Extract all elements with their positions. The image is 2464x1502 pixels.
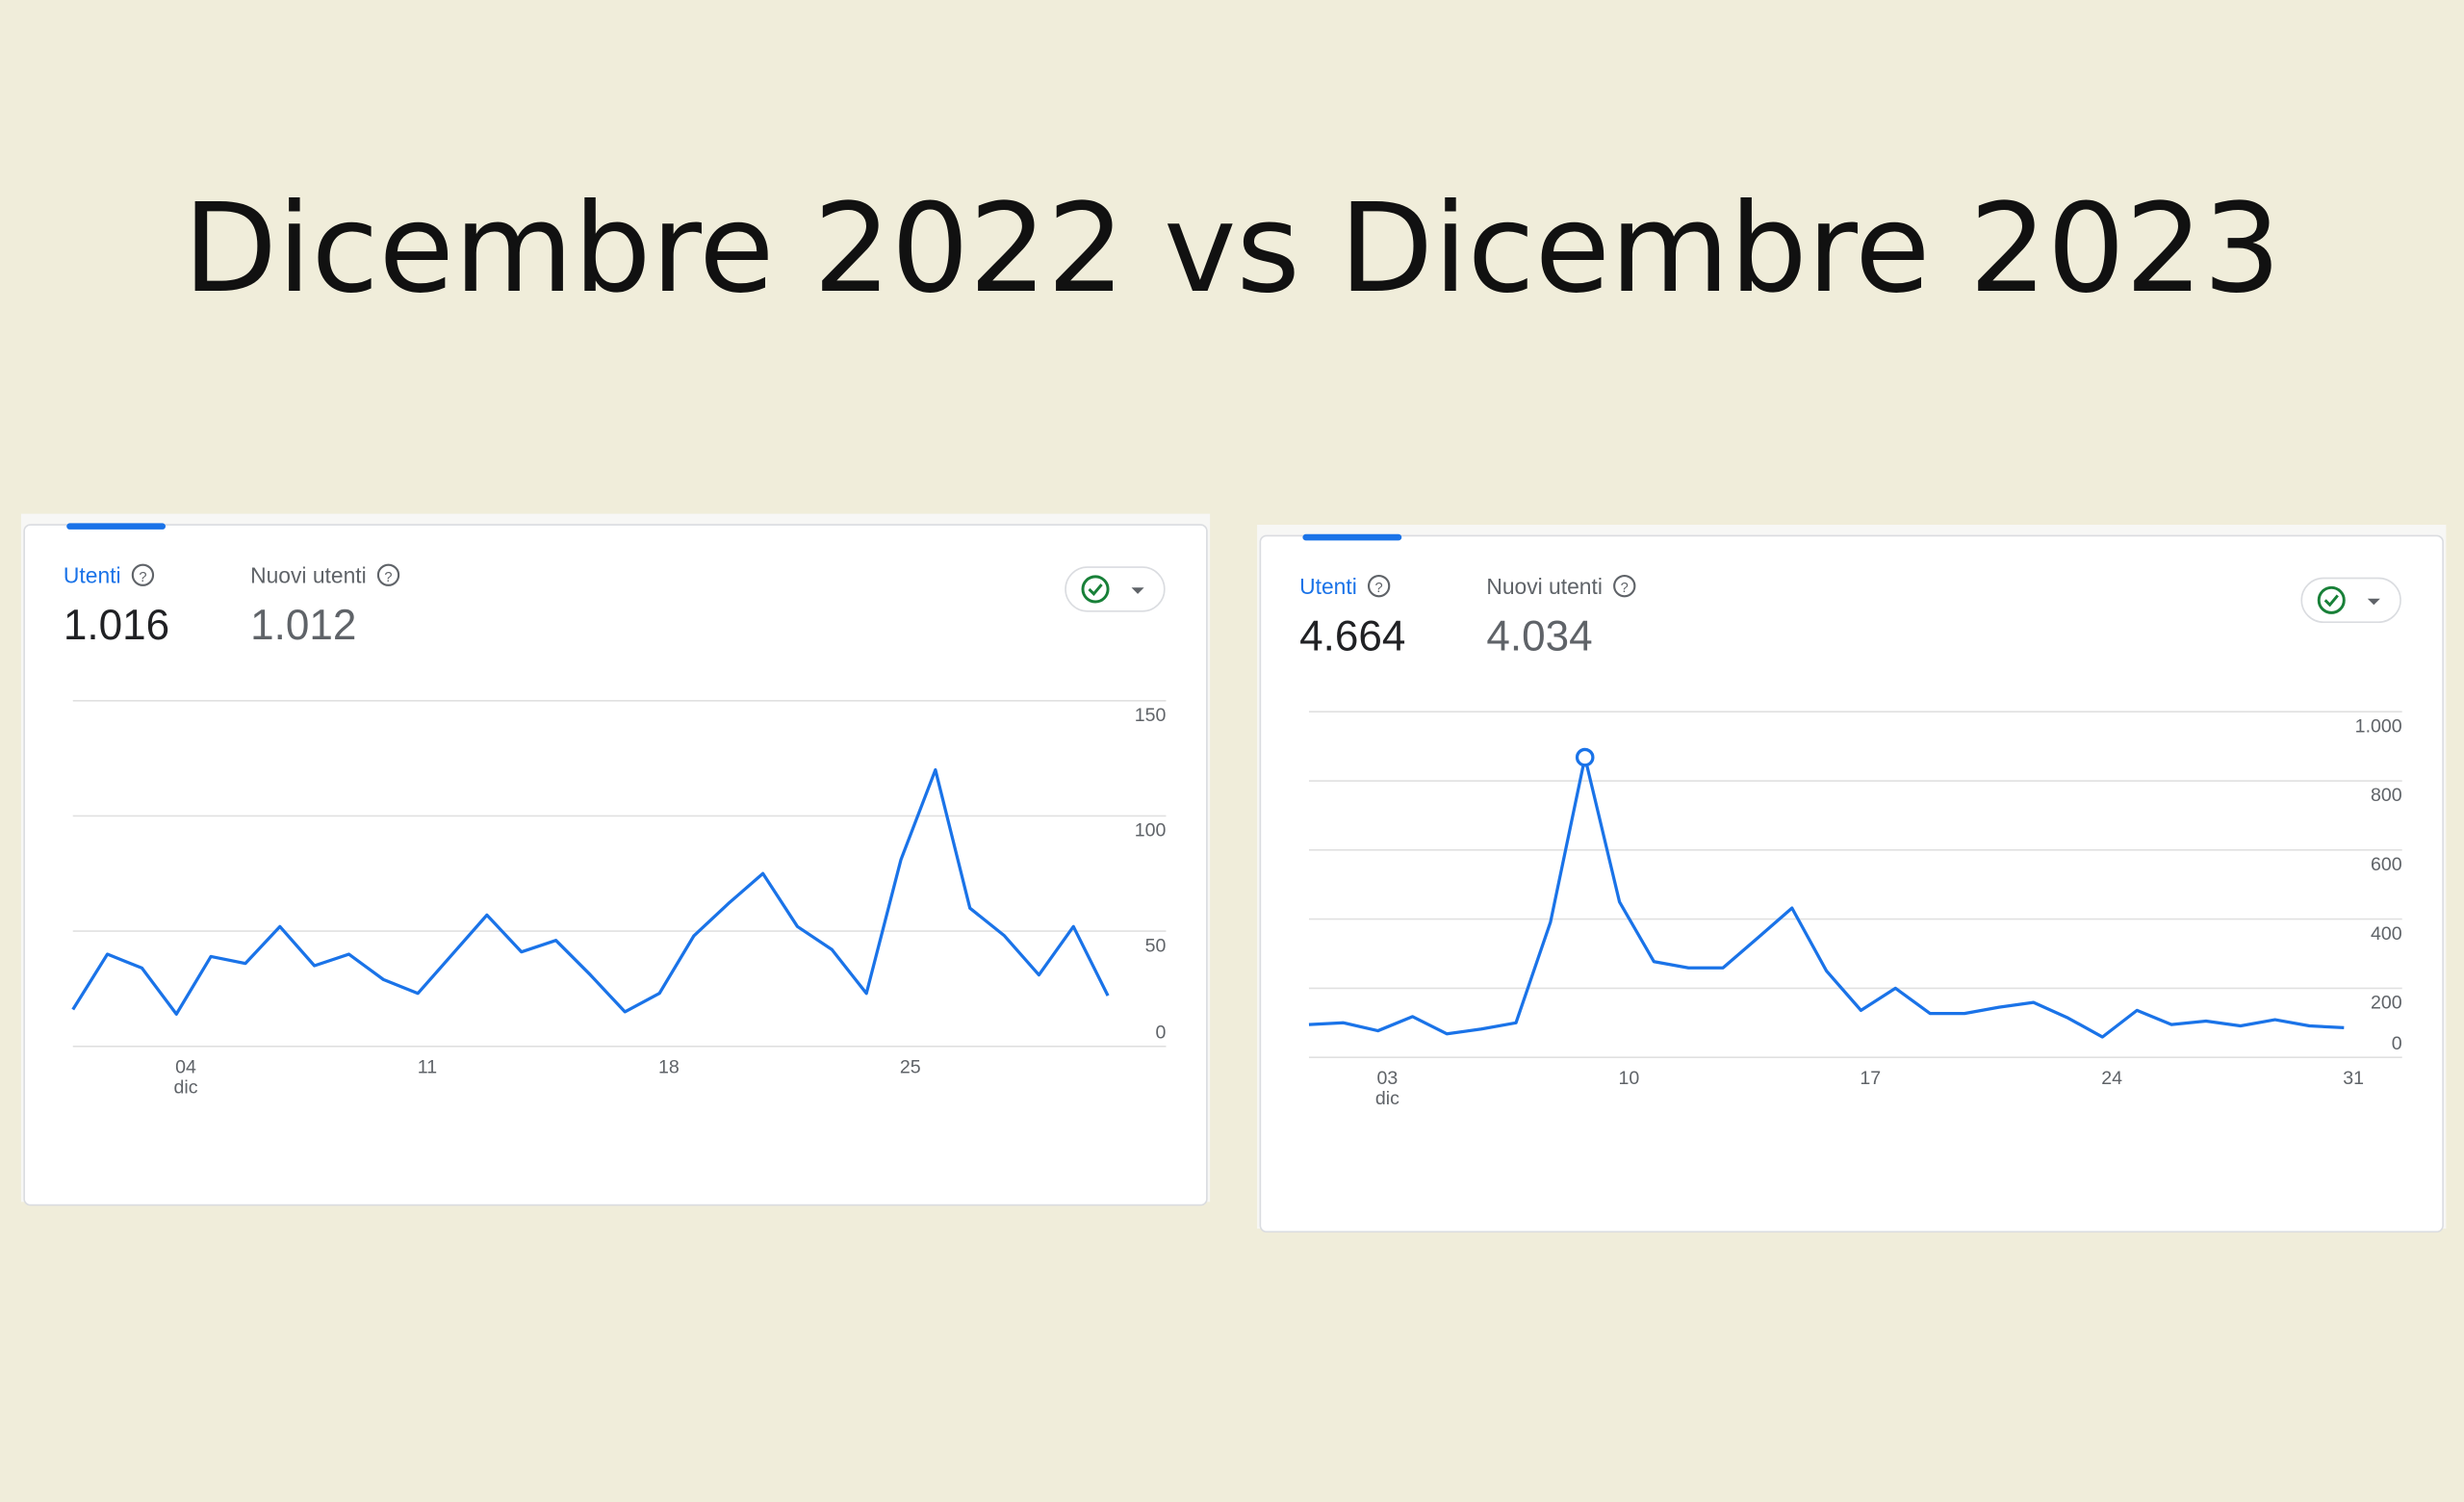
dropdown-arrow	[2367, 598, 2380, 606]
y-tick-label: 0	[1156, 1023, 1167, 1044]
y-tick-label: 50	[1145, 935, 1167, 956]
active-tab	[66, 523, 167, 530]
y-tick-label: 200	[2371, 993, 2402, 1014]
help-icon-glyph: ?	[384, 570, 392, 585]
card	[1259, 534, 2444, 1233]
x-tick-label: 10	[1618, 1068, 1639, 1089]
help-icon	[1613, 574, 1636, 598]
card	[23, 524, 1208, 1206]
metric-value: 1.016	[64, 602, 169, 649]
y-tick-label: 1.000	[2355, 715, 2402, 737]
x-tick-label: 25	[900, 1057, 921, 1078]
status-check	[2317, 585, 2346, 614]
metric-name: Utenti	[1299, 574, 1357, 599]
dropdown-arrow	[1131, 587, 1144, 594]
status-check	[1081, 575, 1110, 604]
metric-name: Nuovi utenti	[250, 562, 367, 587]
chart-card: Utenti ? 4.664 Nuovi utenti ? 4.034 0 200 400 600…	[1257, 525, 2447, 1233]
metric-value: 4.034	[1486, 613, 1592, 660]
line	[1308, 755, 2345, 1039]
y-tick-label: 400	[2371, 923, 2402, 945]
status-check-mark	[2323, 594, 2339, 608]
x-tick-label: 11	[418, 1057, 437, 1078]
x-tick-sublabel: dic	[174, 1077, 198, 1099]
x-tick-label: 24	[2101, 1068, 2122, 1089]
x-tick-sublabel: dic	[1375, 1088, 1399, 1109]
metric-name: Utenti	[64, 562, 121, 587]
x-tick-label: 03	[1377, 1068, 1399, 1089]
x-tick-label: 31	[2343, 1068, 2364, 1089]
status-check-mark	[1088, 583, 1103, 596]
help-icon	[1367, 574, 1391, 598]
y-tick-label: 150	[1135, 705, 1167, 726]
help-icon	[376, 563, 400, 586]
page-title: Dicembre 2022 vs Dicembre 2023	[183, 178, 2281, 321]
help-icon-glyph: ?	[1621, 581, 1629, 596]
x-tick-label: 18	[658, 1057, 680, 1078]
status-dropdown[interactable]	[2300, 577, 2401, 624]
help-icon-glyph: ?	[1375, 581, 1383, 596]
metric-value: 4.664	[1299, 613, 1405, 660]
help-icon	[131, 563, 155, 586]
active-tab	[1302, 533, 1402, 541]
metric-value: 1.012	[250, 602, 356, 649]
y-tick-label: 800	[2371, 785, 2402, 806]
highlight-point	[1575, 747, 1595, 767]
help-icon-glyph: ?	[139, 570, 146, 585]
x-tick-label: 04	[175, 1057, 196, 1078]
status-dropdown[interactable]	[1065, 566, 1166, 612]
x-tick-label: 17	[1860, 1068, 1881, 1089]
line	[71, 767, 1110, 1016]
y-tick-label: 600	[2371, 854, 2402, 875]
y-tick-label: 100	[1135, 820, 1167, 842]
chart-card: Utenti ? 1.016 Nuovi utenti ? 1.012 0 50 100 150 0…	[20, 513, 1211, 1206]
metric-name: Nuovi utenti	[1486, 574, 1603, 599]
y-tick-label: 0	[2392, 1033, 2402, 1054]
